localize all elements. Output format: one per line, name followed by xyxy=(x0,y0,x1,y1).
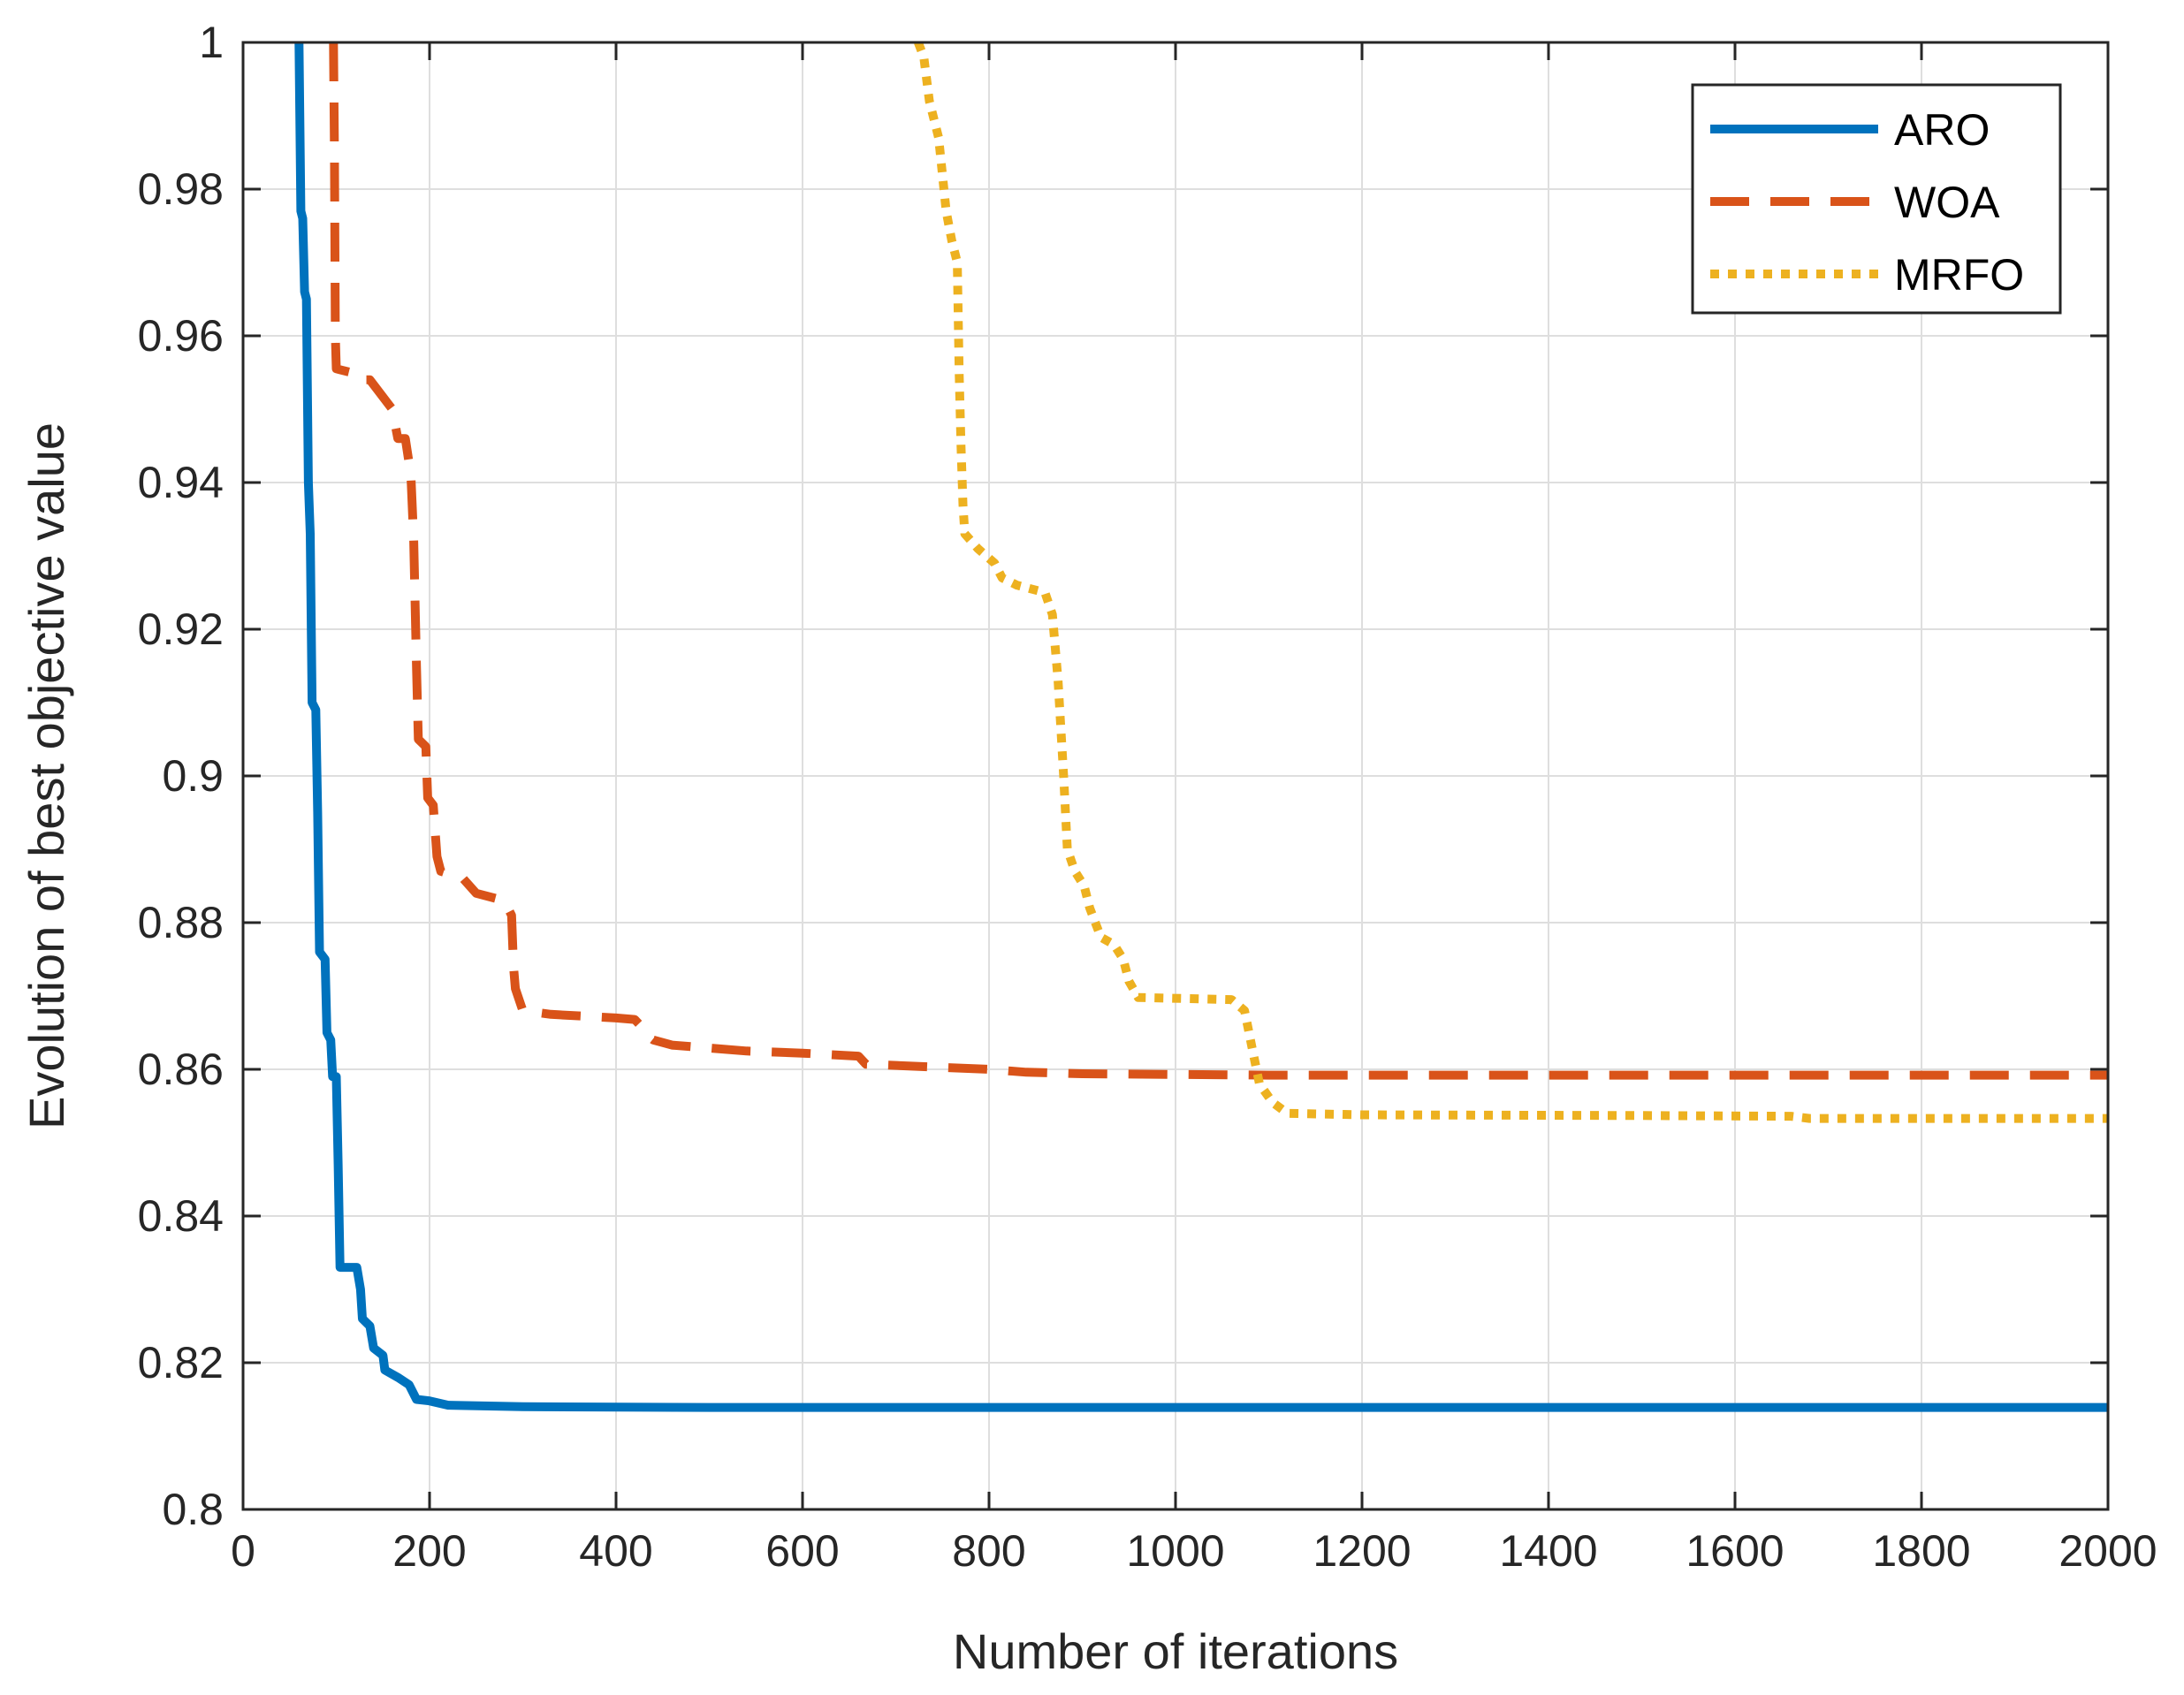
x-tick-label: 400 xyxy=(579,1526,652,1576)
x-tick-label: 1400 xyxy=(1499,1526,1597,1576)
x-tick-label: 1000 xyxy=(1126,1526,1224,1576)
x-tick-label: 1800 xyxy=(1872,1526,1970,1576)
legend-label-woa: WOA xyxy=(1894,178,2000,227)
x-tick-label: 0 xyxy=(231,1526,255,1576)
y-tick-label: 0.8 xyxy=(162,1485,224,1534)
y-tick-label: 0.86 xyxy=(138,1045,224,1094)
x-axis-title: Number of iterations xyxy=(953,1623,1398,1679)
y-tick-label: 0.94 xyxy=(138,458,224,507)
y-tick-label: 0.92 xyxy=(138,604,224,654)
x-tick-label: 1200 xyxy=(1313,1526,1411,1576)
legend: ARO WOA MRFO xyxy=(1691,83,2062,315)
legend-label-aro: ARO xyxy=(1894,105,1990,155)
y-tick-label: 0.88 xyxy=(138,898,224,947)
legend-label-mrfo: MRFO xyxy=(1894,250,2024,300)
series-line-woa xyxy=(329,42,2108,1080)
x-tick-label: 200 xyxy=(392,1526,466,1576)
x-tick-label: 2000 xyxy=(2058,1526,2157,1576)
y-tick-label: 0.84 xyxy=(138,1191,224,1241)
x-tick-label: 1600 xyxy=(1686,1526,1784,1576)
y-tick-label: 0.96 xyxy=(138,311,224,361)
x-tick-label: 800 xyxy=(952,1526,1025,1576)
y-tick-label: 0.82 xyxy=(138,1338,224,1387)
series-line-aro xyxy=(294,42,2108,1412)
y-tick-label: 0.98 xyxy=(138,164,224,214)
series-line-mrfo xyxy=(914,42,2108,1123)
axis-ticks: 0 200 400 600 800 1000 1200 1400 1600 1800 2000 0.8… xyxy=(138,18,2157,1576)
y-tick-label: 0.9 xyxy=(162,751,224,801)
x-tick-label: 600 xyxy=(765,1526,839,1576)
y-tick-label: 1 xyxy=(199,18,224,67)
y-axis-title: Evolution of best objective value xyxy=(19,422,74,1129)
series-lines xyxy=(294,42,2108,1412)
